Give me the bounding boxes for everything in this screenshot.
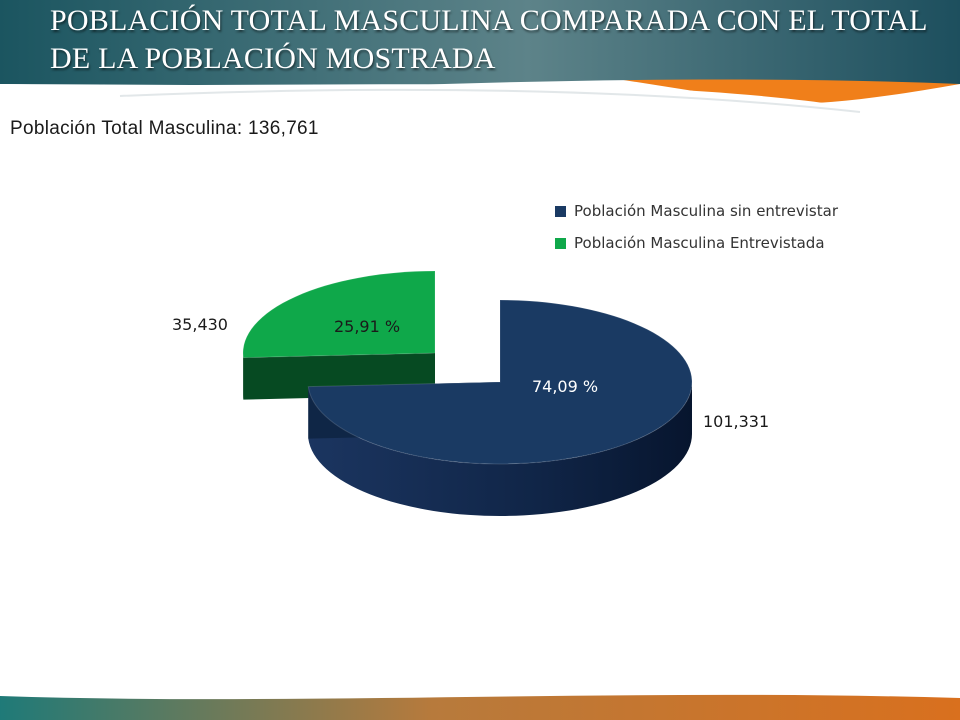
slice-side xyxy=(308,382,692,516)
value-label: 101,331 xyxy=(703,412,769,431)
legend: Población Masculina sin entrevistar Pobla… xyxy=(555,202,839,252)
header-teal-band xyxy=(0,0,960,86)
header-white-swoosh xyxy=(0,84,960,130)
legend-swatch xyxy=(555,238,566,249)
header-banner xyxy=(0,0,960,130)
pie-layer: 74,09 % 101,331 25,91 % 35,430 xyxy=(172,270,769,516)
slice-top xyxy=(307,299,693,465)
footer-bar xyxy=(0,694,960,720)
legend-entry: Población Masculina sin entrevistar xyxy=(574,202,839,220)
legend-swatch xyxy=(555,206,566,217)
percent-label: 25,91 % xyxy=(334,317,400,336)
subtitle-value: 136,761 xyxy=(248,118,319,139)
slide-title: POBLACIÓN TOTAL MASCULINA COMPARADA CON … xyxy=(50,4,927,75)
pie-slice-sin-entrevistar xyxy=(307,299,693,516)
slice-top xyxy=(242,270,436,359)
percent-label: 74,09 % xyxy=(532,377,598,396)
header-shadow-line xyxy=(119,88,861,113)
value-label: 35,430 xyxy=(172,315,228,334)
subtitle: Población Total Masculina: 136,761 xyxy=(10,118,319,140)
subtitle-label: Población Total Masculina: xyxy=(10,118,243,139)
legend-entry: Población Masculina Entrevistada xyxy=(574,234,825,252)
